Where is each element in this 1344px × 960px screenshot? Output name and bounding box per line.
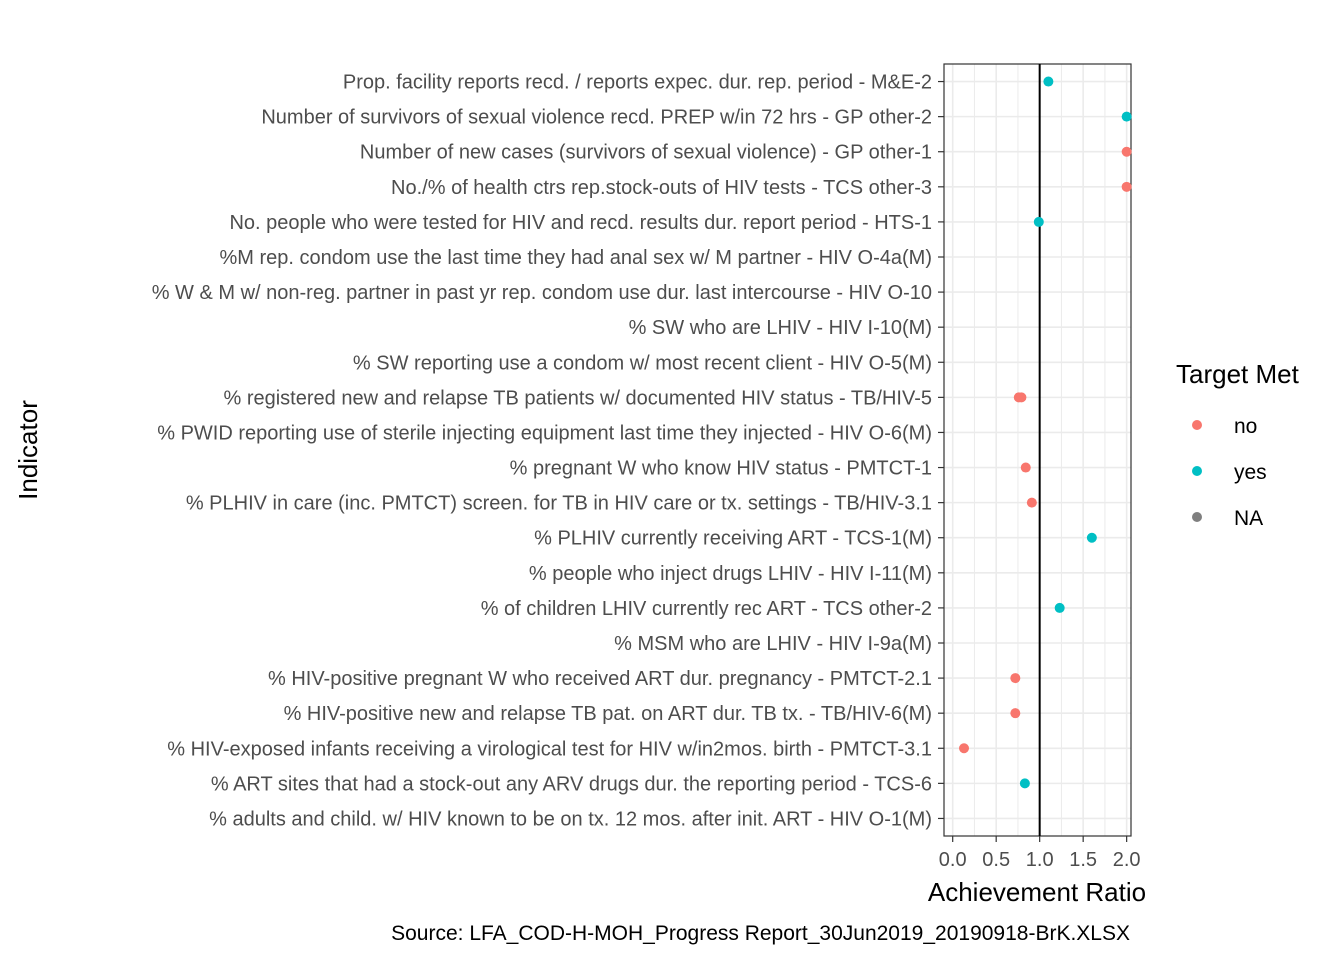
y-tick-label: % HIV-exposed infants receiving a virolo…	[167, 738, 932, 760]
x-tick-label: 0.0	[939, 849, 967, 871]
legend-key-NA	[1192, 512, 1202, 522]
data-point-no	[1010, 708, 1021, 719]
y-tick-label: No. people who were tested for HIV and r…	[229, 212, 932, 234]
data-points	[959, 76, 1132, 789]
y-axis-title: Indicator	[13, 400, 43, 500]
data-point-no	[1010, 673, 1021, 684]
data-point-yes	[1121, 111, 1132, 122]
y-tick-label: %M rep. condom use the last time they ha…	[220, 247, 933, 269]
legend-key-yes	[1192, 466, 1202, 476]
legend-label: no	[1234, 415, 1257, 438]
source-caption: Source: LFA_COD-H-MOH_Progress Report_30…	[391, 922, 1130, 945]
y-tick-label: % W & M w/ non-reg. partner in past yr r…	[152, 282, 932, 304]
data-point-no	[1016, 392, 1027, 403]
y-tick-label: No./% of health ctrs rep.stock-outs of H…	[391, 177, 932, 199]
legend-label: NA	[1234, 507, 1263, 530]
y-tick-label: % pregnant W who know HIV status - PMTCT…	[510, 458, 932, 480]
x-axis-ticks: 0.0 0.5 1.0 1.5 2.0	[939, 836, 1141, 871]
data-point-no	[959, 743, 970, 754]
legend: Target Met no yes NA	[1176, 359, 1300, 530]
y-tick-label: % SW reporting use a condom w/ most rece…	[353, 352, 932, 374]
data-point-no	[1121, 146, 1132, 157]
panel-border	[943, 63, 1132, 837]
legend-key-no	[1192, 420, 1202, 430]
data-point-yes	[1054, 602, 1065, 613]
data-point-no	[1026, 497, 1037, 508]
y-tick-label: % of children LHIV currently rec ART - T…	[481, 598, 932, 620]
x-tick-label: 0.5	[982, 849, 1010, 871]
y-tick-label: % HIV-positive pregnant W who received A…	[268, 668, 932, 690]
data-point-yes	[1086, 532, 1097, 543]
y-tick-label: % people who inject drugs LHIV - HIV I-1…	[529, 563, 932, 585]
y-tick-label: % PLHIV currently receiving ART - TCS-1(…	[534, 528, 932, 550]
grid-lines	[944, 64, 1131, 836]
y-axis-ticks: Prop. facility reports recd. / reports e…	[152, 72, 944, 830]
legend-label: yes	[1234, 461, 1267, 484]
y-tick-label: % HIV-positive new and relapse TB pat. o…	[284, 703, 932, 725]
y-tick-label: % adults and child. w/ HIV known to be o…	[209, 808, 932, 830]
data-point-no	[1121, 181, 1132, 192]
y-tick-label: % ART sites that had a stock-out any ARV…	[211, 773, 932, 795]
data-point-yes	[1043, 76, 1054, 87]
data-point-yes	[1019, 778, 1030, 789]
y-tick-label: Prop. facility reports recd. / reports e…	[343, 72, 932, 94]
y-tick-label: % MSM who are LHIV - HIV I-9a(M)	[614, 633, 932, 655]
legend-title: Target Met	[1176, 359, 1300, 389]
y-tick-label: % registered new and relapse TB patients…	[223, 387, 932, 409]
y-tick-label: Number of survivors of sexual violence r…	[261, 107, 932, 129]
x-tick-label: 1.5	[1069, 849, 1097, 871]
y-tick-label: % SW who are LHIV - HIV I-10(M)	[629, 317, 932, 339]
x-axis-title: Achievement Ratio	[928, 877, 1146, 907]
x-tick-label: 2.0	[1113, 849, 1141, 871]
x-tick-label: 1.0	[1026, 849, 1054, 871]
y-tick-label: Number of new cases (survivors of sexual…	[360, 142, 932, 164]
y-tick-label: % PWID reporting use of sterile injectin…	[157, 422, 932, 444]
y-tick-label: % PLHIV in care (inc. PMTCT) screen. for…	[186, 493, 932, 515]
data-point-no	[1020, 462, 1031, 473]
data-point-yes	[1033, 216, 1044, 227]
